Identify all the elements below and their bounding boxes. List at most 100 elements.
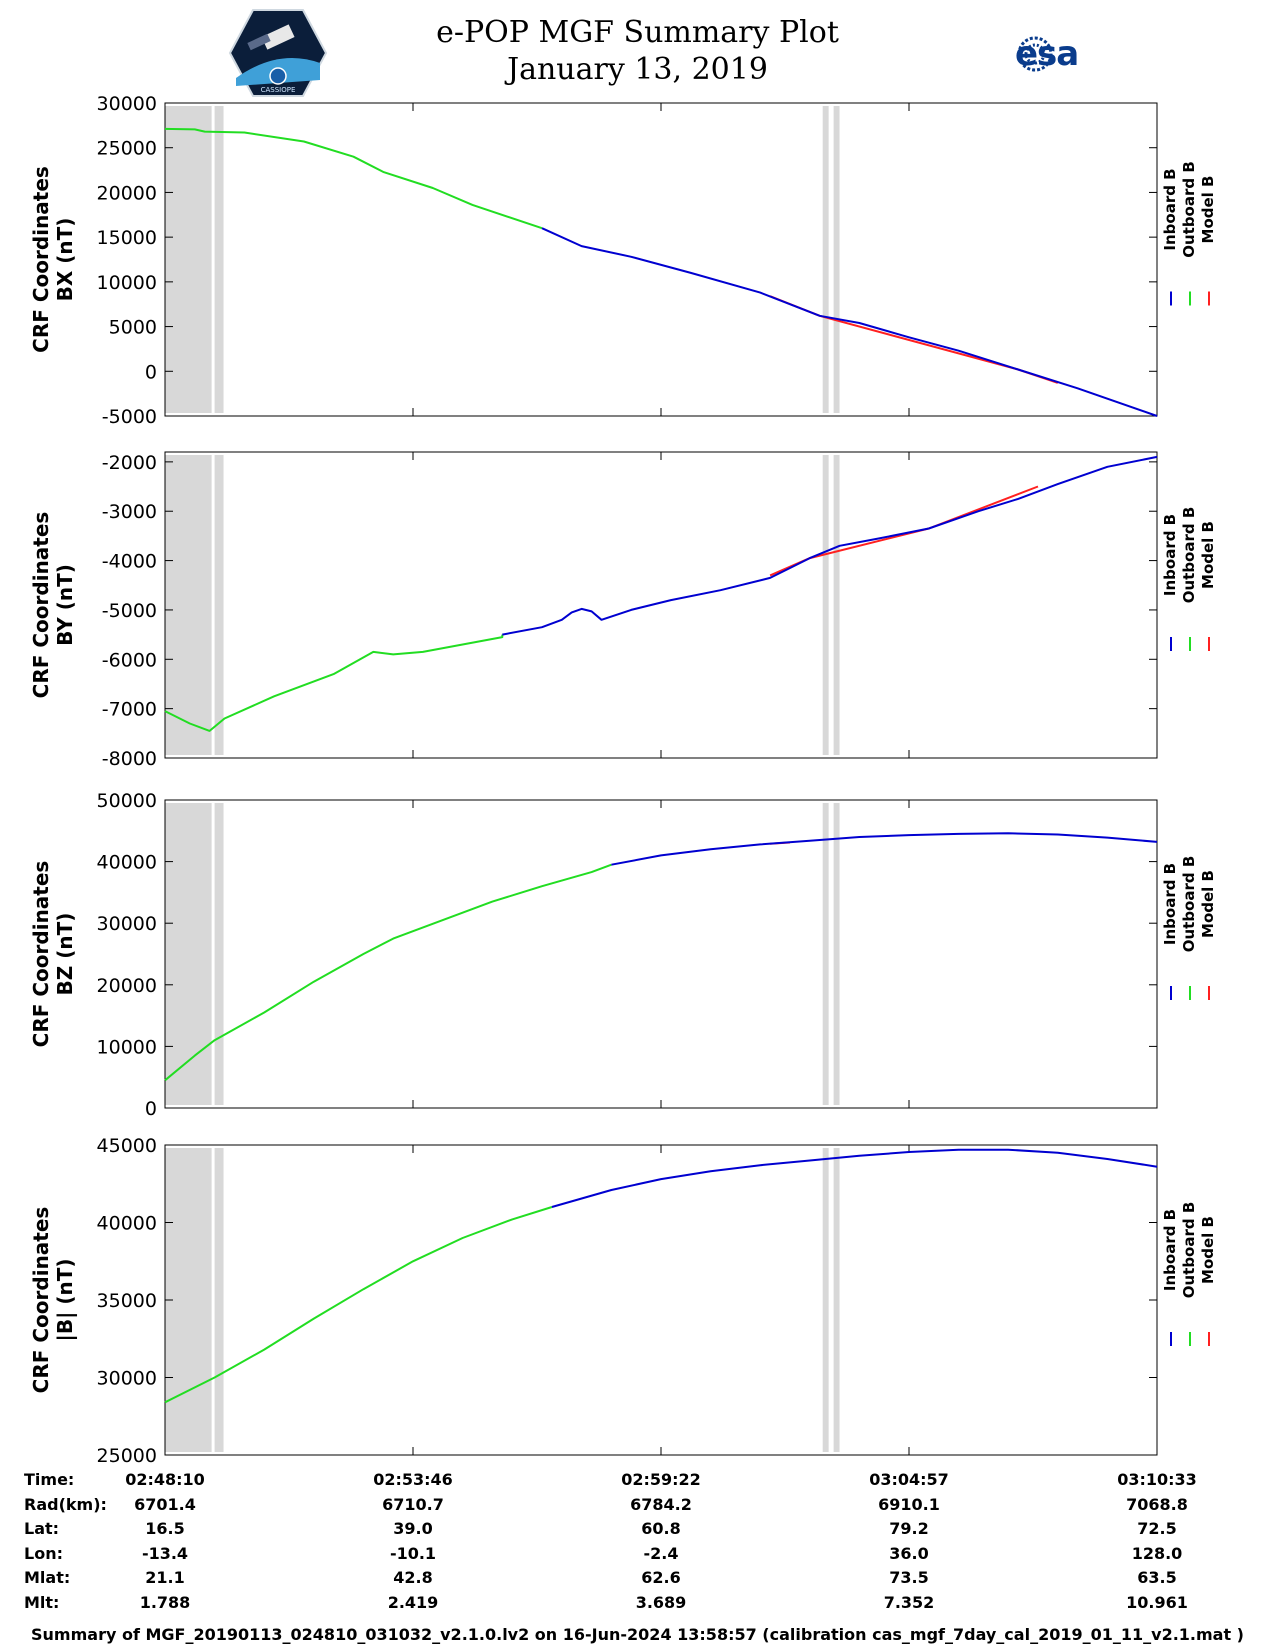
legend-label: Model B [1199, 176, 1217, 244]
table-row-label: Time: [24, 1470, 75, 1489]
table-cell: 72.5 [1137, 1519, 1177, 1538]
plot-frame [164, 799, 1158, 1109]
table-cell: 02:48:10 [125, 1470, 205, 1489]
y-axis-label-line-2: BY (nT) [53, 564, 77, 646]
outboard-series-line [164, 1206, 553, 1404]
table-cell: 60.8 [641, 1519, 681, 1538]
y-tick-label: 20000 [97, 975, 157, 997]
table-cell: 1.788 [139, 1592, 191, 1612]
y-axis-label: CRF Coordinates|B| (nT) [29, 1207, 77, 1394]
y-axis-label-line-2: BX (nT) [53, 218, 77, 302]
y-tick-label: 40000 [97, 1213, 157, 1235]
y-axis-label-line-1: CRF Coordinates [29, 861, 53, 1048]
table-cell: 42.8 [393, 1568, 433, 1587]
plot-frame [164, 1144, 1158, 1456]
file-caption: Summary of MGF_20190113_024810_031032_v2… [31, 1625, 1244, 1644]
data-gap-2 [214, 106, 224, 413]
cassiope-logo: CASSIOPE [228, 9, 328, 97]
chart-panel-2: -2000 -3000 -4000 -5000 -6000 -7000 -8000 CRF C… [29, 451, 1217, 770]
chart-panel-1: 30000 25000 20000 15000 10000 5000 0 -5000 CRF C… [29, 93, 1217, 428]
y-tick-label: 25000 [97, 1445, 157, 1467]
table-cell: -13.4 [141, 1543, 189, 1563]
y-tick-label: 5000 [109, 317, 157, 339]
data-gap-4 [833, 455, 840, 755]
data-gap-1 [165, 803, 212, 1105]
table-cell: 7.352 [883, 1592, 935, 1612]
inboard-series-line [541, 227, 1158, 417]
table-cell: 6710.7 [382, 1494, 444, 1514]
y-tick-label: 10000 [97, 272, 157, 294]
table-row-label: Mlat: [24, 1568, 71, 1587]
table-cell: 10.961 [1126, 1592, 1188, 1612]
y-tick-label: 0 [145, 361, 157, 383]
y-tick-label: 30000 [97, 913, 157, 935]
title-line-1: e-POP MGF Summary Plot [436, 15, 839, 50]
y-axis-label: CRF CoordinatesBY (nT) [29, 512, 77, 699]
table-cell: 73.5 [889, 1568, 929, 1587]
data-gap-2 [214, 455, 224, 755]
plot-title: e-POP MGF Summary Plot January 13, 2019 [0, 14, 1275, 88]
legend-label: Outboard B [1180, 161, 1198, 258]
y-tick-label: -2000 [102, 452, 157, 474]
data-gap-4 [833, 803, 840, 1105]
chart-panel-3: 50000 40000 30000 20000 10000 0 CRF Coordinate… [29, 790, 1217, 1120]
y-tick-label: -5000 [102, 600, 157, 622]
data-gap-3 [822, 803, 829, 1105]
legend-label: Inboard B [1161, 863, 1179, 945]
y-axis-label: CRF CoordinatesBZ (nT) [29, 861, 77, 1048]
table-cell: 36.0 [889, 1543, 929, 1563]
legend-label: Outboard B [1180, 856, 1198, 953]
y-tick-label: 30000 [97, 93, 157, 115]
table-cell: 62.6 [641, 1568, 681, 1587]
y-tick-label: 30000 [97, 1368, 157, 1390]
data-gap-1 [165, 106, 212, 413]
table-row-label: Lon: [24, 1543, 63, 1563]
table-row-label: Lat: [24, 1519, 60, 1538]
table-cell: 6910.1 [878, 1494, 940, 1514]
outboard-series-line [164, 863, 612, 1082]
legend-label: Model B [1199, 521, 1217, 589]
y-axis-label-line-1: CRF Coordinates [29, 166, 53, 353]
model-series-line [769, 485, 1039, 577]
outboard-series-line [164, 634, 504, 732]
table-cell: 03:10:33 [1117, 1470, 1197, 1489]
data-gap-2 [214, 1148, 224, 1452]
logo-left-text: CASSIOPE [261, 86, 296, 94]
table-cell: 21.1 [145, 1568, 185, 1587]
legend-label: Inboard B [1161, 514, 1179, 596]
y-tick-label: -7000 [102, 699, 157, 721]
y-tick-label: -4000 [102, 551, 157, 573]
table-cell: 6784.2 [630, 1494, 692, 1514]
legend-label: Outboard B [1180, 507, 1198, 604]
legend-label: Outboard B [1180, 1202, 1198, 1299]
y-axis-label-line-2: |B| (nT) [53, 1259, 77, 1342]
title-line-2: January 13, 2019 [507, 52, 768, 87]
table-cell: -10.1 [389, 1543, 437, 1563]
data-gap-1 [165, 455, 212, 755]
outboard-series-line [164, 127, 543, 230]
table-cell: 79.2 [889, 1519, 929, 1538]
data-gap-4 [833, 106, 840, 413]
table-cell: 63.5 [1137, 1568, 1177, 1587]
y-tick-label: 50000 [97, 790, 157, 812]
data-gap-2 [214, 803, 224, 1105]
legend-label: Model B [1199, 870, 1217, 938]
data-gap-3 [822, 455, 829, 755]
plot-frame [164, 102, 1158, 417]
table-cell: 03:04:57 [869, 1470, 949, 1489]
legend-label: Inboard B [1161, 168, 1179, 250]
table-cell: 7068.8 [1126, 1494, 1188, 1514]
y-tick-label: -5000 [102, 406, 157, 428]
inboard-series-line [551, 1148, 1158, 1208]
esa-logo-mark [1017, 36, 1053, 72]
table-cell: 02:59:22 [621, 1470, 701, 1489]
data-gap-3 [822, 1148, 829, 1452]
y-tick-label: 35000 [97, 1290, 157, 1312]
table-cell: 02:53:46 [373, 1470, 453, 1489]
table-row-label: Rad(km): [24, 1494, 107, 1514]
data-gap-4 [833, 1148, 840, 1452]
table-cell: -2.4 [643, 1543, 679, 1563]
y-tick-label: 45000 [97, 1135, 157, 1157]
inboard-series-line [611, 832, 1158, 866]
